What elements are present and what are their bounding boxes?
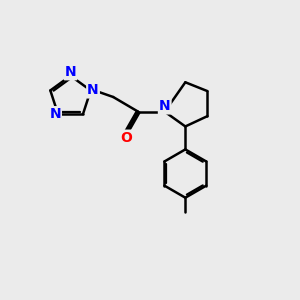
- Text: N: N: [49, 107, 61, 121]
- Text: O: O: [121, 130, 132, 145]
- Text: N: N: [159, 99, 170, 113]
- Text: N: N: [87, 83, 99, 98]
- Text: N: N: [65, 65, 76, 79]
